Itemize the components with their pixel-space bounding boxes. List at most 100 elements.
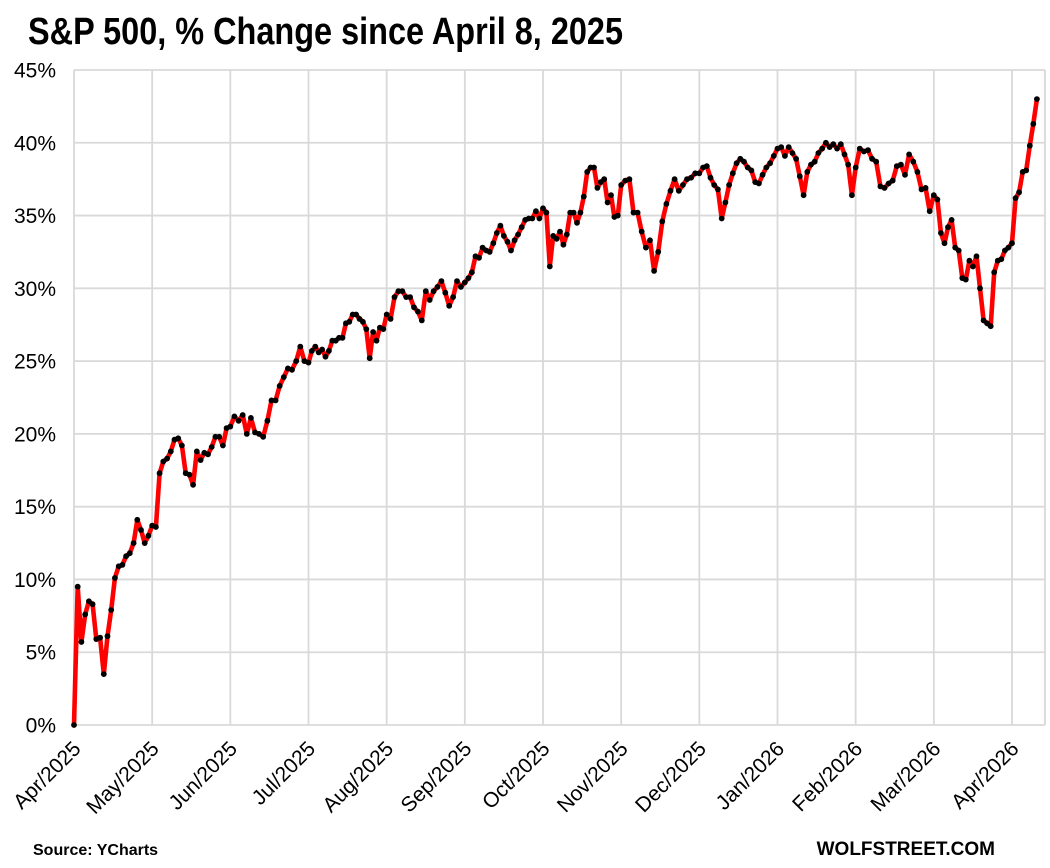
x-tick-label: May/2025 bbox=[82, 737, 163, 818]
data-point-marker bbox=[434, 284, 441, 290]
data-point-marker bbox=[256, 431, 262, 437]
data-point-marker bbox=[239, 412, 246, 418]
data-point-marker bbox=[570, 209, 577, 216]
data-point-marker bbox=[604, 199, 611, 206]
data-point-marker bbox=[536, 215, 543, 222]
data-point-marker bbox=[823, 139, 829, 146]
data-point-marker bbox=[511, 237, 518, 244]
data-point-marker bbox=[845, 161, 852, 168]
data-point-marker bbox=[1012, 195, 1019, 202]
data-point-marker bbox=[733, 160, 740, 167]
data-point-marker bbox=[208, 444, 215, 450]
data-point-marker bbox=[688, 174, 694, 181]
data-point-marker bbox=[515, 231, 521, 238]
data-point-marker bbox=[756, 180, 762, 187]
data-point-marker bbox=[268, 397, 275, 404]
data-point-marker bbox=[78, 639, 85, 645]
data-point-marker bbox=[869, 155, 875, 162]
data-point-marker bbox=[407, 294, 413, 300]
data-point-marker bbox=[260, 433, 267, 440]
data-point-marker bbox=[789, 150, 796, 156]
data-point-marker bbox=[811, 158, 818, 165]
y-tick-label: 35% bbox=[14, 205, 56, 228]
data-point-marker bbox=[293, 358, 300, 364]
data-point-marker bbox=[175, 435, 182, 442]
data-point-marker bbox=[264, 417, 271, 424]
data-point-marker bbox=[220, 442, 226, 449]
data-point-marker bbox=[608, 192, 614, 199]
y-tick-label: 10% bbox=[14, 569, 56, 592]
data-point-marker bbox=[326, 348, 332, 354]
data-point-marker bbox=[126, 550, 133, 557]
data-point-marker bbox=[659, 218, 666, 225]
data-point-marker bbox=[966, 257, 973, 264]
data-point-marker bbox=[438, 278, 445, 284]
data-point-marker bbox=[601, 176, 608, 183]
data-point-marker bbox=[469, 269, 475, 276]
data-point-marker bbox=[533, 208, 539, 215]
data-point-marker bbox=[399, 288, 406, 295]
data-point-marker bbox=[319, 346, 325, 353]
data-point-marker bbox=[977, 285, 983, 292]
data-point-marker bbox=[112, 575, 118, 581]
data-point-marker bbox=[815, 150, 822, 156]
y-tick-label: 45% bbox=[14, 60, 56, 83]
data-point-marker bbox=[197, 457, 204, 463]
data-point-marker bbox=[926, 208, 933, 215]
data-point-marker bbox=[726, 182, 732, 188]
data-point-marker bbox=[231, 413, 238, 420]
data-point-marker bbox=[411, 304, 417, 311]
data-point-marker bbox=[722, 199, 729, 206]
daily-close-markers bbox=[71, 96, 1040, 728]
data-point-marker bbox=[540, 205, 546, 212]
x-tick-label: Sep/2025 bbox=[397, 737, 477, 817]
data-point-marker bbox=[898, 161, 904, 168]
data-point-marker bbox=[100, 671, 107, 677]
data-point-marker bbox=[852, 164, 859, 171]
data-point-marker bbox=[138, 527, 144, 533]
data-point-marker bbox=[493, 230, 500, 236]
data-point-marker bbox=[370, 329, 376, 335]
data-point-marker bbox=[415, 308, 421, 315]
data-point-marker bbox=[638, 228, 645, 235]
x-tick-label: Dec/2025 bbox=[631, 737, 711, 817]
data-point-marker bbox=[785, 144, 792, 151]
data-point-marker bbox=[529, 215, 536, 222]
data-point-marker bbox=[391, 294, 398, 300]
data-point-marker bbox=[248, 415, 254, 421]
data-point-marker bbox=[881, 185, 888, 191]
data-point-marker bbox=[830, 141, 837, 148]
data-point-marker bbox=[442, 289, 449, 296]
y-tick-label: 30% bbox=[14, 278, 56, 301]
data-point-marker bbox=[1023, 167, 1030, 174]
data-point-marker bbox=[696, 170, 703, 177]
data-point-marker bbox=[497, 222, 504, 229]
x-tick-label: Apr/2026 bbox=[947, 737, 1024, 814]
data-point-marker bbox=[574, 219, 580, 226]
data-point-marker bbox=[454, 278, 460, 284]
data-point-marker bbox=[655, 249, 662, 255]
data-point-marker bbox=[1016, 189, 1022, 196]
data-point-marker bbox=[164, 455, 171, 462]
data-point-marker bbox=[380, 326, 387, 332]
data-point-marker bbox=[711, 182, 718, 188]
data-point-marker bbox=[591, 164, 597, 171]
y-tick-label: 40% bbox=[14, 132, 56, 155]
data-point-marker bbox=[962, 276, 969, 283]
data-point-marker bbox=[618, 182, 625, 188]
data-point-marker bbox=[430, 288, 437, 295]
data-point-marker bbox=[675, 187, 682, 194]
gridlines bbox=[73, 69, 1046, 726]
data-point-marker bbox=[663, 201, 670, 207]
data-point-marker bbox=[945, 224, 951, 231]
data-point-marker bbox=[504, 238, 511, 245]
data-point-marker bbox=[873, 158, 880, 165]
data-point-marker bbox=[167, 448, 174, 455]
data-point-marker bbox=[577, 209, 584, 216]
data-point-marker bbox=[849, 192, 855, 199]
data-point-marker bbox=[418, 317, 425, 324]
data-point-marker bbox=[322, 353, 329, 360]
data-point-marker bbox=[227, 423, 234, 430]
data-point-marker bbox=[193, 448, 200, 455]
